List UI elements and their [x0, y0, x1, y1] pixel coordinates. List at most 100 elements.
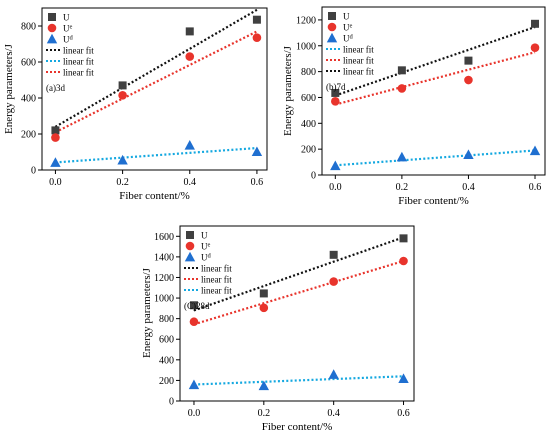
data-point: [189, 317, 199, 327]
legend-entry: Ud: [63, 35, 74, 45]
y-tick-label: 1200: [154, 273, 174, 284]
fit-line: [193, 236, 404, 312]
x-axis-label: Fiber content/%: [119, 190, 190, 202]
data-point: [252, 33, 262, 42]
series-d: [330, 145, 541, 171]
data-point: [531, 19, 540, 28]
legend-entry: U: [343, 12, 350, 22]
y-tick-label: 0: [31, 166, 36, 177]
legend-entry: Ud: [201, 253, 212, 263]
data-point: [464, 56, 473, 65]
data-point: [251, 146, 263, 157]
legend-entry: U: [201, 231, 208, 241]
data-point: [397, 66, 406, 75]
y-tick-label: 600: [21, 58, 36, 69]
data-point: [399, 256, 408, 266]
panel-label: (b)7d: [326, 82, 346, 92]
data-point: [252, 15, 261, 24]
y-tick-label: 200: [301, 145, 316, 156]
legend-entry: linear fit: [343, 45, 374, 55]
legend-entry: Ud: [343, 34, 354, 44]
x-tick-label: 0.0: [49, 177, 62, 188]
data-point: [50, 157, 61, 167]
data-point: [185, 27, 194, 36]
panel-label: (C)28d: [184, 301, 210, 311]
data-point: [464, 75, 473, 85]
legend-entry: Ue: [201, 242, 211, 252]
plot-frame: [179, 225, 415, 402]
legend-entry: linear fit: [343, 67, 374, 77]
chart-panel-2: 0.0 0.2 0.4 0.6 0 200 400 600 800 1000 1200 Fiber c…: [282, 6, 546, 207]
data-point: [529, 145, 541, 156]
series-e: [331, 43, 540, 106]
y-tick-label: 600: [301, 93, 316, 104]
data-point: [185, 52, 195, 61]
legend-entry: linear fit: [63, 46, 94, 56]
legend-marker: [185, 241, 195, 251]
legend-entry: linear fit: [201, 275, 232, 285]
series-u: [331, 19, 540, 97]
data-point: [398, 373, 409, 383]
legend-entry: U: [63, 13, 70, 23]
y-tick-label: 800: [21, 22, 36, 33]
y-tick-label: 800: [301, 67, 316, 78]
fit-line: [334, 25, 536, 97]
fit-lines: [193, 236, 404, 386]
data-point: [259, 289, 268, 298]
data-point: [259, 303, 269, 313]
y-tick-label: 1000: [296, 41, 316, 52]
y-tick-label: 600: [159, 335, 174, 346]
fit-line: [193, 375, 404, 386]
legend-entry: linear fit: [63, 57, 94, 67]
data-point: [189, 301, 198, 310]
legend-marker: [48, 13, 56, 21]
series-d: [50, 139, 263, 167]
legend-entry: Ue: [343, 23, 353, 33]
legend-marker: [328, 12, 336, 20]
data-point: [397, 84, 407, 93]
legend-marker: [47, 23, 57, 33]
y-tick-label: 1200: [296, 15, 316, 26]
series-d: [188, 369, 409, 391]
data-point: [184, 139, 195, 150]
data-point: [328, 369, 339, 379]
fit-line: [335, 149, 536, 167]
y-tick-label: 0: [169, 397, 174, 408]
data-point: [258, 380, 270, 391]
data-point: [118, 81, 127, 90]
x-tick-label: 0.2: [258, 408, 271, 419]
series-e: [189, 256, 408, 327]
data-point: [331, 88, 340, 97]
data-point: [329, 250, 338, 259]
data-point: [51, 126, 60, 135]
fit-lines: [54, 8, 258, 164]
x-tick-label: 0.4: [327, 408, 340, 419]
chart-panel-3: 0.0 0.2 0.4 0.6 0 200 400 600 800 1000 1200 1400 160…: [141, 225, 415, 433]
data-point: [530, 43, 540, 53]
data-point: [330, 160, 341, 171]
y-tick-label: 400: [301, 119, 316, 130]
y-tick-label: 1000: [154, 294, 174, 305]
y-tick-label: 1600: [154, 232, 174, 243]
chart-panel-1: 0.0 0.2 0.4 0.6 0 200 400 600 800 Fiber content/%…: [3, 7, 268, 202]
fit-line: [193, 259, 404, 326]
data-point: [51, 133, 60, 142]
fit-lines: [334, 25, 536, 167]
legend-entry: linear fit: [201, 286, 232, 296]
legend-marker: [186, 231, 194, 239]
x-axis-label: Fiber content/%: [398, 195, 469, 207]
y-tick-label: 400: [159, 355, 174, 366]
x-tick-label: 0.6: [251, 177, 264, 188]
fit-line: [335, 51, 536, 106]
y-tick-label: 1400: [154, 252, 174, 263]
series-e: [51, 33, 262, 142]
plot-frame: [321, 6, 546, 176]
x-tick-label: 0.4: [462, 182, 475, 193]
panel-label: (a)3d: [46, 83, 65, 93]
legend-marker: [46, 33, 58, 44]
y-axis-label: Energy parameters/J: [141, 267, 153, 358]
